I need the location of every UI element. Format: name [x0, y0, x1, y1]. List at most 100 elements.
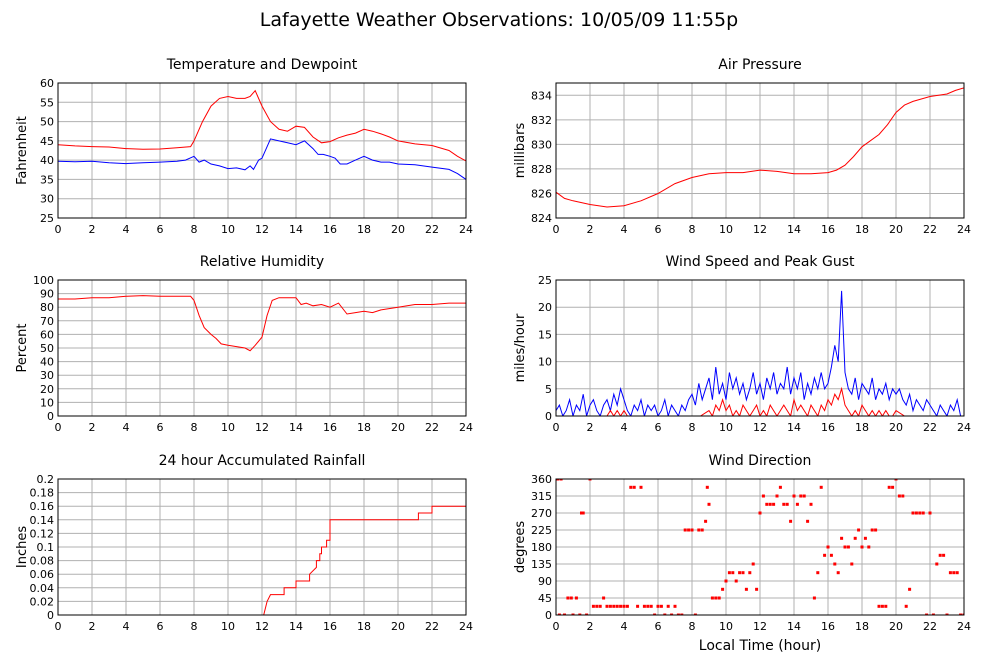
y-tick-label: 55: [40, 96, 54, 109]
y-tick-label: 0.14: [30, 514, 55, 527]
x-tick-label: 16: [821, 421, 835, 434]
data-point: [863, 536, 867, 540]
data-point: [952, 571, 956, 575]
data-point: [812, 596, 816, 600]
data-point: [680, 613, 684, 615]
data-point: [636, 604, 640, 608]
y-tick-label: 0.18: [30, 487, 55, 500]
data-point: [578, 613, 582, 615]
data-point: [884, 604, 888, 608]
x-tick-label: 24: [459, 421, 473, 434]
data-point: [646, 604, 650, 608]
series-line-1: [58, 89, 466, 162]
y-tick-label: 0: [545, 609, 552, 622]
y-tick-label: 0: [47, 410, 54, 423]
data-point: [566, 596, 570, 600]
x-tick-label: 6: [655, 223, 662, 236]
data-point: [744, 587, 748, 591]
x-tick-label: 6: [157, 421, 164, 434]
y-tick-label: 40: [40, 154, 54, 167]
x-tick-label: 18: [855, 223, 869, 236]
data-point: [921, 511, 925, 515]
chart-title: Temperature and Dewpoint: [166, 57, 358, 73]
data-point: [891, 485, 895, 489]
data-point: [955, 571, 959, 575]
data-point: [717, 596, 721, 600]
x-tick-label: 12: [753, 223, 767, 236]
x-tick-label: 16: [323, 223, 337, 236]
data-point: [697, 528, 701, 532]
data-point: [789, 519, 793, 523]
x-tick-label: 12: [753, 620, 767, 633]
data-point: [670, 613, 674, 615]
data-point: [775, 494, 779, 498]
data-point: [942, 553, 946, 557]
series-line-2: [556, 386, 964, 416]
y-tick-label: 0.02: [30, 595, 55, 608]
data-point: [819, 485, 823, 489]
x-tick-label: 20: [391, 223, 405, 236]
data-point: [714, 596, 718, 600]
data-point: [748, 571, 752, 575]
y-tick-label: 360: [531, 473, 552, 486]
x-tick-label: 12: [255, 421, 269, 434]
data-point: [829, 553, 833, 557]
y-tick-label: 828: [531, 163, 552, 176]
y-tick-label: 10: [538, 356, 552, 369]
data-point: [615, 604, 619, 608]
x-tick-label: 24: [957, 421, 971, 434]
x-tick-label: 14: [787, 223, 801, 236]
data-point: [799, 494, 803, 498]
y-tick-label: 0.16: [30, 500, 55, 513]
data-point: [938, 553, 942, 557]
data-point: [945, 613, 949, 615]
data-point: [557, 613, 561, 615]
x-tick-label: 18: [855, 620, 869, 633]
data-point: [962, 613, 964, 615]
data-point: [707, 502, 711, 506]
x-tick-label: 10: [221, 223, 235, 236]
y-tick-label: 0.1: [37, 541, 55, 554]
plot-frame: [57, 82, 467, 219]
data-point: [870, 528, 874, 532]
data-point: [931, 613, 935, 615]
plot-frame: [555, 279, 965, 417]
data-point: [727, 571, 731, 575]
data-point: [598, 604, 602, 608]
y-tick-label: 45: [40, 135, 54, 148]
x-tick-label: 2: [587, 620, 594, 633]
y-tick-label: 50: [40, 116, 54, 129]
data-point: [622, 604, 626, 608]
data-point: [687, 528, 691, 532]
y-tick-label: 270: [531, 507, 552, 520]
x-tick-label: 20: [889, 620, 903, 633]
x-tick-label: 18: [855, 421, 869, 434]
data-point: [840, 536, 844, 540]
y-tick-label: 0.04: [30, 582, 55, 595]
data-point: [591, 604, 595, 608]
y-tick-label: 0.06: [30, 568, 55, 581]
y-tick-label: 80: [40, 301, 54, 314]
x-tick-label: 2: [89, 223, 96, 236]
y-tick-label: 15: [538, 328, 552, 341]
y-tick-label: 50: [40, 342, 54, 355]
data-point: [653, 613, 657, 615]
data-point: [741, 571, 745, 575]
y-tick-label: 225: [531, 524, 552, 537]
x-tick-label: 2: [587, 421, 594, 434]
data-point: [612, 604, 616, 608]
x-tick-label: 16: [323, 421, 337, 434]
x-tick-label: 20: [889, 421, 903, 434]
data-point: [925, 613, 929, 615]
y-axis-label: Inches: [15, 526, 30, 568]
data-point: [608, 604, 612, 608]
y-tick-label: 0.08: [30, 555, 55, 568]
x-tick-label: 18: [357, 620, 371, 633]
x-tick-label: 14: [787, 421, 801, 434]
y-tick-label: 40: [40, 356, 54, 369]
data-point: [751, 562, 755, 566]
data-point: [563, 613, 566, 615]
page-title: Lafayette Weather Observations: 10/05/09…: [260, 9, 738, 31]
data-point: [823, 553, 827, 557]
